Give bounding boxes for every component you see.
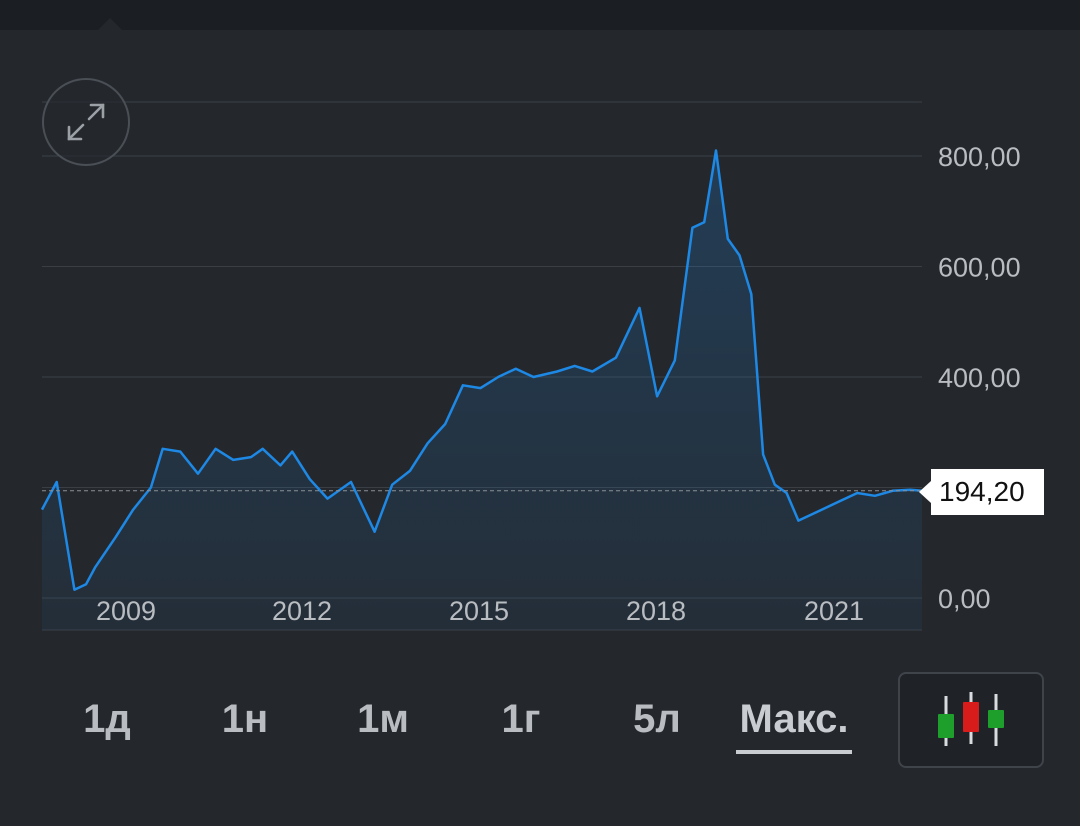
x-tick-label: 2018 [626,596,686,626]
y-tick-label: 800,00 [938,142,1021,172]
chart-type-button[interactable] [898,672,1044,768]
range-tabs: 1д 1н 1м 1г 5л Макс. [40,690,880,760]
top-strip [0,0,1080,30]
tab-1w[interactable]: 1н [221,697,269,741]
top-notch [98,18,122,30]
current-price-tag: 194,20 [919,469,1044,515]
y-axis-ticks: 0,00 400,00 600,00 800,00 [938,142,1021,614]
x-tick-label: 2015 [449,596,509,626]
price-area-fill [42,150,922,630]
x-axis-ticks: 2009 2012 2015 2018 2021 [96,596,864,626]
tab-max[interactable]: Макс. [736,690,852,754]
price-line [40,149,923,591]
price-chart[interactable]: 2009 2012 2015 2018 2021 0,00 400,00 600,00 800… [0,0,1080,650]
expand-arrows-icon [67,103,105,141]
y-tick-label: 400,00 [938,363,1021,393]
tab-1y[interactable]: 1г [501,697,541,741]
x-tick-label: 2021 [804,596,864,626]
tab-1m[interactable]: 1м [357,697,409,741]
tab-1d[interactable]: 1д [83,697,131,741]
y-tick-label: 0,00 [938,584,991,614]
price-area [40,149,923,630]
tab-5y[interactable]: 5л [633,697,681,741]
candlestick-icon [938,692,1004,746]
expand-button[interactable] [42,78,130,166]
x-tick-label: 2012 [272,596,332,626]
y-tick-label: 600,00 [938,253,1021,283]
x-tick-label: 2009 [96,596,156,626]
